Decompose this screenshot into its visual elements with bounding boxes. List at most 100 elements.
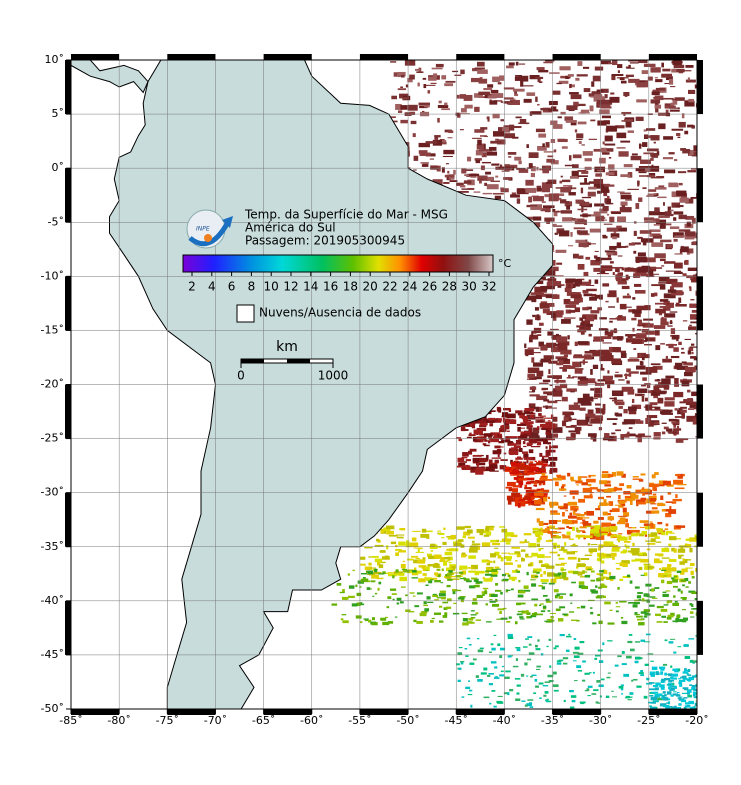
sst-pixel (487, 116, 490, 122)
sst-pixel (615, 610, 619, 613)
sst-pixel (547, 610, 551, 612)
sst-pixel (668, 182, 679, 188)
sst-pixel (651, 91, 660, 96)
sst-pixel (568, 155, 572, 161)
sst-pixel (467, 187, 475, 191)
sst-pixel (613, 486, 618, 491)
sst-pixel (685, 401, 697, 406)
sst-pixel (505, 670, 511, 673)
lat-tick-label: -25˚ (41, 432, 64, 445)
sst-pixel (479, 424, 487, 428)
sst-pixel (527, 472, 535, 475)
sst-pixel (508, 616, 512, 619)
sst-pixel (595, 215, 605, 222)
sst-pixel (580, 558, 590, 560)
sst-pixel (622, 549, 628, 553)
sst-pixel (534, 531, 544, 536)
sst-pixel (448, 570, 453, 573)
sst-pixel (649, 234, 653, 237)
colorbar-tick-label: 32 (481, 280, 496, 294)
sst-pixel (646, 128, 656, 131)
sst-pixel (637, 180, 640, 185)
sst-pixel (677, 697, 682, 699)
sst-pixel (535, 534, 541, 537)
sst-pixel (653, 224, 662, 226)
sst-pixel (687, 398, 693, 400)
sst-pixel (581, 144, 585, 146)
sst-pixel (592, 350, 601, 357)
sst-pixel (480, 165, 485, 171)
sst-pixel (449, 575, 456, 578)
sst-pixel (510, 534, 518, 538)
sst-pixel (587, 685, 593, 688)
sst-pixel (540, 579, 549, 583)
sst-pixel (667, 206, 672, 212)
sst-pixel (674, 487, 685, 490)
sst-pixel (620, 687, 624, 691)
sst-pixel (516, 465, 525, 470)
sst-pixel (621, 386, 634, 392)
sst-pixel (661, 412, 674, 415)
sst-pixel (445, 80, 456, 83)
lon-tick-label: -45˚ (444, 714, 467, 727)
sst-pixel (522, 441, 526, 445)
sst-pixel (618, 379, 625, 381)
sst-pixel (684, 702, 690, 705)
sst-pixel (673, 595, 676, 598)
sst-pixel (527, 470, 534, 473)
sst-pixel (574, 341, 578, 347)
sst-pixel (662, 68, 671, 72)
sst-pixel (483, 444, 490, 447)
sst-pixel (542, 279, 554, 281)
sst-pixel (600, 527, 609, 532)
sst-pixel (400, 586, 406, 588)
sst-pixel (496, 700, 502, 703)
sst-pixel (574, 426, 582, 431)
sst-pixel (602, 148, 614, 152)
sst-pixel (531, 111, 542, 115)
sst-pixel (470, 616, 476, 619)
colorbar-tick-label: 22 (382, 280, 397, 294)
sst-pixel (670, 355, 680, 359)
sst-pixel (515, 658, 519, 661)
sst-pixel (627, 267, 631, 269)
sst-pixel (351, 603, 358, 607)
sst-pixel (544, 563, 549, 565)
sst-pixel (519, 427, 526, 429)
sst-pixel (580, 401, 592, 406)
sst-pixel (613, 534, 622, 537)
sst-pixel (596, 578, 601, 582)
sst-pixel (647, 390, 653, 394)
sst-pixel (696, 685, 697, 688)
sst-pixel (647, 174, 656, 178)
sst-pixel (477, 649, 484, 653)
sst-pixel (511, 588, 514, 591)
sst-pixel (544, 691, 549, 694)
sst-pixel (666, 428, 673, 432)
sst-pixel (377, 587, 380, 591)
sst-pixel (681, 675, 687, 679)
sst-pixel (531, 598, 539, 601)
sst-pixel (688, 700, 694, 705)
sst-pixel (667, 289, 677, 293)
sst-pixel (604, 184, 615, 187)
sst-pixel (654, 207, 660, 213)
sst-pixel (479, 178, 482, 184)
sst-pixel (437, 104, 449, 109)
sst-pixel (650, 99, 661, 104)
sst-pixel (652, 486, 656, 491)
sst-pixel (674, 600, 678, 603)
sst-pixel (670, 665, 673, 668)
sst-pixel (659, 226, 666, 229)
sst-pixel (586, 478, 596, 483)
sst-pixel (602, 511, 608, 516)
sst-pixel (536, 488, 542, 492)
sst-pixel (613, 251, 618, 256)
sst-pixel (453, 602, 457, 605)
sst-pixel (553, 647, 557, 650)
sst-pixel (504, 469, 511, 471)
sst-pixel (526, 424, 533, 430)
sst-pixel (438, 593, 446, 597)
sst-pixel (646, 601, 651, 603)
sst-pixel (659, 684, 665, 688)
